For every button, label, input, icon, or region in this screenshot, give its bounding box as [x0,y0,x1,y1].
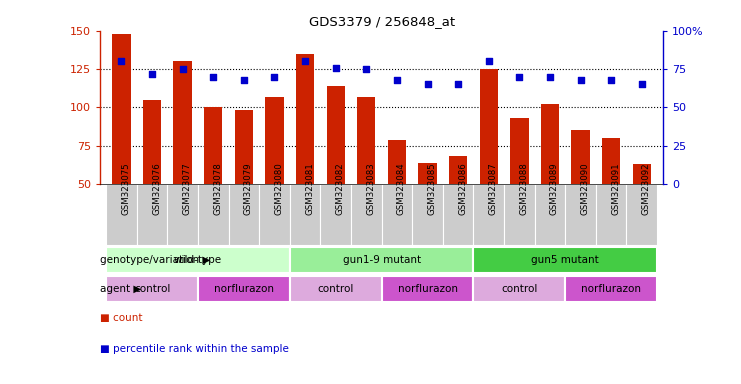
Bar [382,276,473,302]
Text: wild-type: wild-type [174,255,222,265]
Text: GSM323085: GSM323085 [428,162,436,215]
Text: GSM323091: GSM323091 [611,163,620,215]
Text: norflurazon: norflurazon [214,284,274,294]
Text: GSM323087: GSM323087 [489,162,498,215]
Bar [106,184,137,245]
Text: norflurazon: norflurazon [397,284,457,294]
Text: GSM323084: GSM323084 [397,162,406,215]
Bar [198,276,290,302]
Text: GSM323076: GSM323076 [152,162,161,215]
Text: norflurazon: norflurazon [581,284,641,294]
Text: genotype/variation ▶: genotype/variation ▶ [100,255,210,265]
Text: GSM323092: GSM323092 [642,163,651,215]
Text: gun5 mutant: gun5 mutant [531,255,599,265]
Bar [504,184,535,245]
Bar [113,34,130,184]
Text: gun1-9 mutant: gun1-9 mutant [342,255,421,265]
Point [360,66,372,72]
Bar [351,184,382,245]
Text: ■ percentile rank within the sample: ■ percentile rank within the sample [100,344,289,354]
Point [574,77,586,83]
Point [116,58,127,65]
Text: GSM323082: GSM323082 [336,162,345,215]
Bar [204,108,222,184]
Point [452,81,464,88]
Point [177,66,189,72]
Bar [259,184,290,245]
Bar [290,247,473,273]
Bar [565,184,596,245]
Point [207,74,219,80]
Bar [106,276,198,302]
Bar [633,164,651,184]
Bar [296,54,314,184]
Title: GDS3379 / 256848_at: GDS3379 / 256848_at [308,15,455,28]
Bar [173,61,192,184]
Point [299,58,311,65]
Bar [565,276,657,302]
Point [514,74,525,80]
Point [544,74,556,80]
Bar [357,97,376,184]
Text: GSM323075: GSM323075 [122,162,130,215]
Text: GSM323079: GSM323079 [244,163,253,215]
Bar [265,97,284,184]
Bar [571,131,590,184]
Text: GSM323077: GSM323077 [183,162,192,215]
Text: GSM323088: GSM323088 [519,162,528,215]
Bar [198,184,228,245]
Text: GSM323089: GSM323089 [550,163,559,215]
Bar [535,184,565,245]
Bar [596,184,626,245]
Bar [419,162,436,184]
Bar [143,100,162,184]
Text: GSM323090: GSM323090 [580,163,590,215]
Point [422,81,433,88]
Text: ■ count: ■ count [100,313,142,323]
Point [330,65,342,71]
Bar [443,184,473,245]
Bar [228,184,259,245]
Text: agent ▶: agent ▶ [100,284,142,294]
Bar [602,138,620,184]
Point [636,81,648,88]
Point [146,71,158,77]
Point [605,77,617,83]
Bar [479,69,498,184]
Bar [327,86,345,184]
Text: control: control [501,284,537,294]
Text: GSM323086: GSM323086 [458,162,467,215]
Point [268,74,280,80]
Point [483,58,495,65]
Bar [388,140,406,184]
Point [391,77,403,83]
Bar [412,184,443,245]
Bar [510,118,528,184]
Bar [541,104,559,184]
Bar [106,247,290,273]
Bar [626,184,657,245]
Bar [167,184,198,245]
Point [238,77,250,83]
Bar [449,156,468,184]
Bar [320,184,351,245]
Bar [473,184,504,245]
Text: GSM323081: GSM323081 [305,162,314,215]
Text: GSM323080: GSM323080 [274,162,284,215]
Bar [473,276,565,302]
Bar [137,184,167,245]
Text: control: control [134,284,170,294]
Text: control: control [317,284,354,294]
Bar [382,184,412,245]
Text: GSM323083: GSM323083 [366,162,375,215]
Text: GSM323078: GSM323078 [213,162,222,215]
Bar [473,247,657,273]
Bar [290,276,382,302]
Bar [290,184,320,245]
Bar [235,111,253,184]
